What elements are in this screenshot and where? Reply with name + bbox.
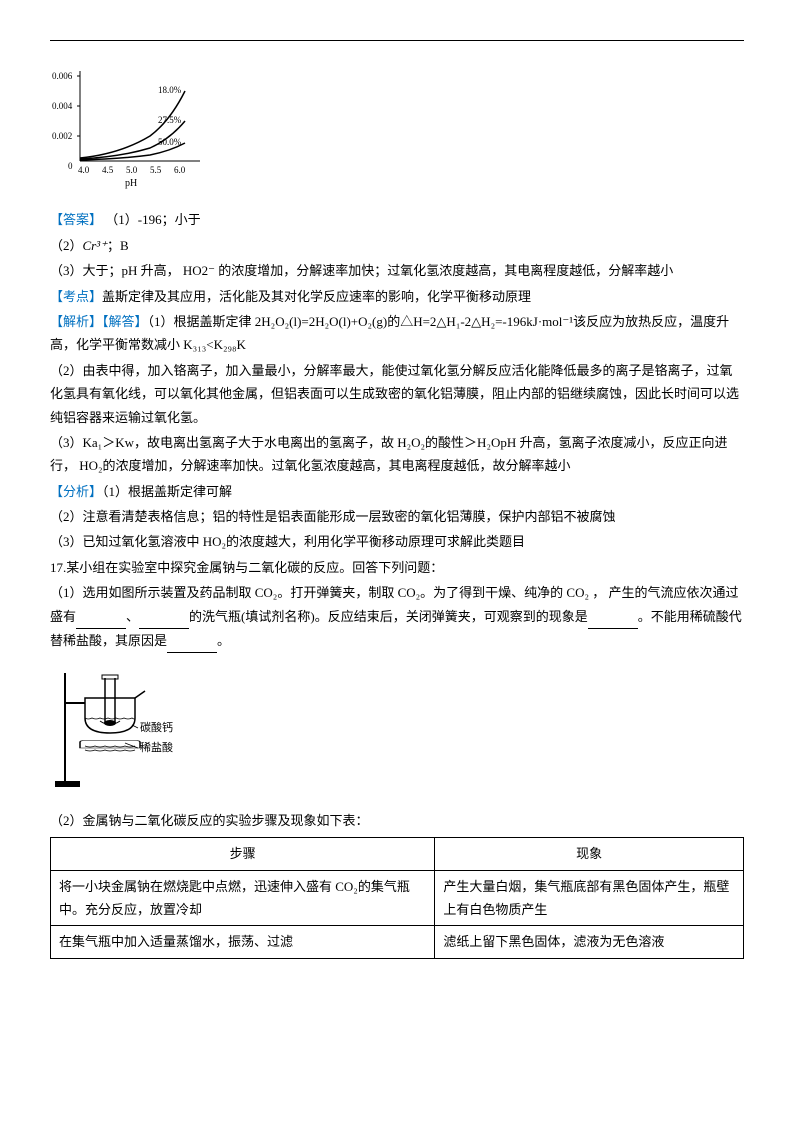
jiexi-label2: 【解答】 <box>102 314 148 329</box>
svg-text:0.004: 0.004 <box>52 101 73 111</box>
svg-text:pH: pH <box>125 178 137 189</box>
blank-2 <box>139 605 189 629</box>
apparatus-label-2: 稀盐酸 <box>140 740 173 754</box>
table-header-phenomena: 现象 <box>435 838 744 870</box>
jiexi-line3: （3）Ka₁＞Kw，故电离出氢离子大于水电离出的氢离子，故 H₂O₂的酸性＞H₂… <box>50 431 744 478</box>
table-row: 在集气瓶中加入适量蒸馏水，振荡、过滤 滤纸上留下黑色固体，滤液为无色溶液 <box>51 926 744 958</box>
fenxi-section: 【分析】（1）根据盖斯定律可解 <box>50 480 744 503</box>
ph-chart: 0.006 0.004 0.002 0 4.0 4.5 5.0 5.5 6.0 … <box>50 61 210 191</box>
kaodian-section: 【考点】盖斯定律及其应用，活化能及其对化学反应速率的影响，化学平衡移动原理 <box>50 285 744 308</box>
answer-label: 【答案】 <box>50 212 102 227</box>
fenxi-line2: （2）注意看清楚表格信息；铝的特性是铝表面能形成一层致密的氧化铝薄膜，保护内部铝… <box>50 505 744 528</box>
kaodian-label: 【考点】 <box>50 289 102 304</box>
apparatus-diagram: 碳酸钙 稀盐酸 <box>50 655 744 808</box>
fenxi-label: 【分析】 <box>50 484 102 499</box>
answer-section: 【答案】 （1）-196；小于 <box>50 208 744 231</box>
jiexi-line2: （2）由表中得，加入铬离子，加入量最小，分解率最大，能使过氧化氢分解反应活化能降… <box>50 359 744 429</box>
svg-text:5.0: 5.0 <box>126 165 138 175</box>
svg-text:4.5: 4.5 <box>102 165 114 175</box>
jiexi-label: 【解析】 <box>50 314 102 329</box>
fenxi-line1: （1）根据盖斯定律可解 <box>102 484 232 499</box>
svg-text:0: 0 <box>68 161 73 171</box>
q17-part2-intro: （2）金属钠与二氧化碳反应的实验步骤及现象如下表： <box>50 809 744 832</box>
svg-text:18.0%: 18.0% <box>158 85 182 95</box>
table-header-steps: 步骤 <box>51 838 435 870</box>
answer-line1: （1）-196；小于 <box>102 212 201 227</box>
blank-4 <box>167 629 217 653</box>
experiment-table: 步骤 现象 将一小块金属钠在燃烧匙中点燃，迅速伸入盛有 CO₂的集气瓶中。充分反… <box>50 837 744 959</box>
svg-text:4.0: 4.0 <box>78 165 90 175</box>
jiexi-line1: （1）根据盖斯定律 2H₂O₂(l)=2H₂O(l)+O₂(g)的△H=2△H₁… <box>50 314 729 352</box>
top-divider <box>50 40 744 41</box>
svg-text:27.5%: 27.5% <box>158 115 182 125</box>
svg-text:0.002: 0.002 <box>52 131 72 141</box>
q17-part1: （1）选用如图所示装置及药品制取 CO₂。打开弹簧夹，制取 CO₂。为了得到干燥… <box>50 581 744 653</box>
fenxi-line3: （3）已知过氧化氢溶液中 HO₂的浓度越大，利用化学平衡移动原理可求解此类题目 <box>50 530 744 553</box>
svg-text:5.5: 5.5 <box>150 165 162 175</box>
blank-1 <box>76 605 126 629</box>
table-row: 将一小块金属钠在燃烧匙中点燃，迅速伸入盛有 CO₂的集气瓶中。充分反应，放置冷却… <box>51 870 744 926</box>
answer-line2: （2）Cr³⁺；B <box>50 234 744 257</box>
q17-intro: 17.某小组在实验室中探究金属钠与二氧化碳的反应。回答下列问题： <box>50 556 744 579</box>
svg-text:50.0%: 50.0% <box>158 137 182 147</box>
chart-container: 0.006 0.004 0.002 0 4.0 4.5 5.0 5.5 6.0 … <box>50 61 744 198</box>
jiexi-section: 【解析】【解答】（1）根据盖斯定律 2H₂O₂(l)=2H₂O(l)+O₂(g)… <box>50 310 744 357</box>
svg-text:0.006: 0.006 <box>52 71 73 81</box>
apparatus-label-1: 碳酸钙 <box>140 720 173 734</box>
answer-line3: （3）大于；pH 升高， HO2⁻ 的浓度增加，分解速率加快；过氧化氢浓度越高，… <box>50 259 744 282</box>
kaodian-text: 盖斯定律及其应用，活化能及其对化学反应速率的影响，化学平衡移动原理 <box>102 289 531 304</box>
svg-text:6.0: 6.0 <box>174 165 186 175</box>
blank-3 <box>588 605 638 629</box>
